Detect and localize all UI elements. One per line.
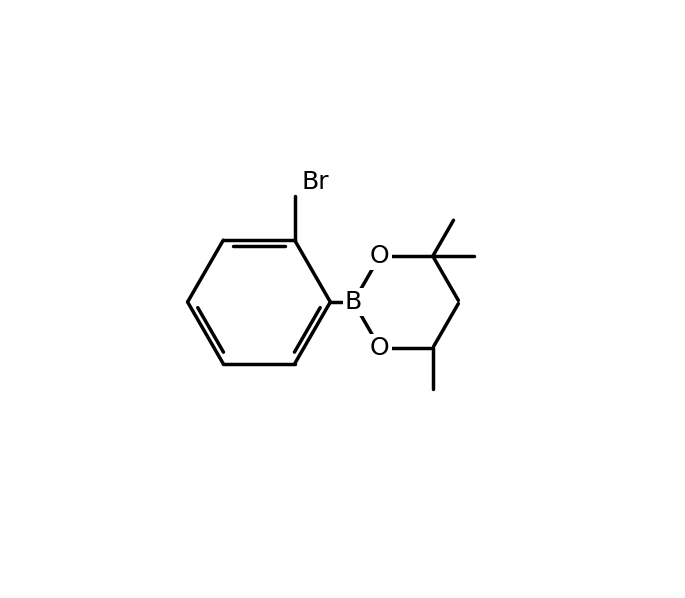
Text: O: O: [370, 336, 390, 360]
Text: B: B: [345, 290, 362, 314]
Text: O: O: [370, 244, 390, 268]
Text: Br: Br: [301, 170, 329, 194]
